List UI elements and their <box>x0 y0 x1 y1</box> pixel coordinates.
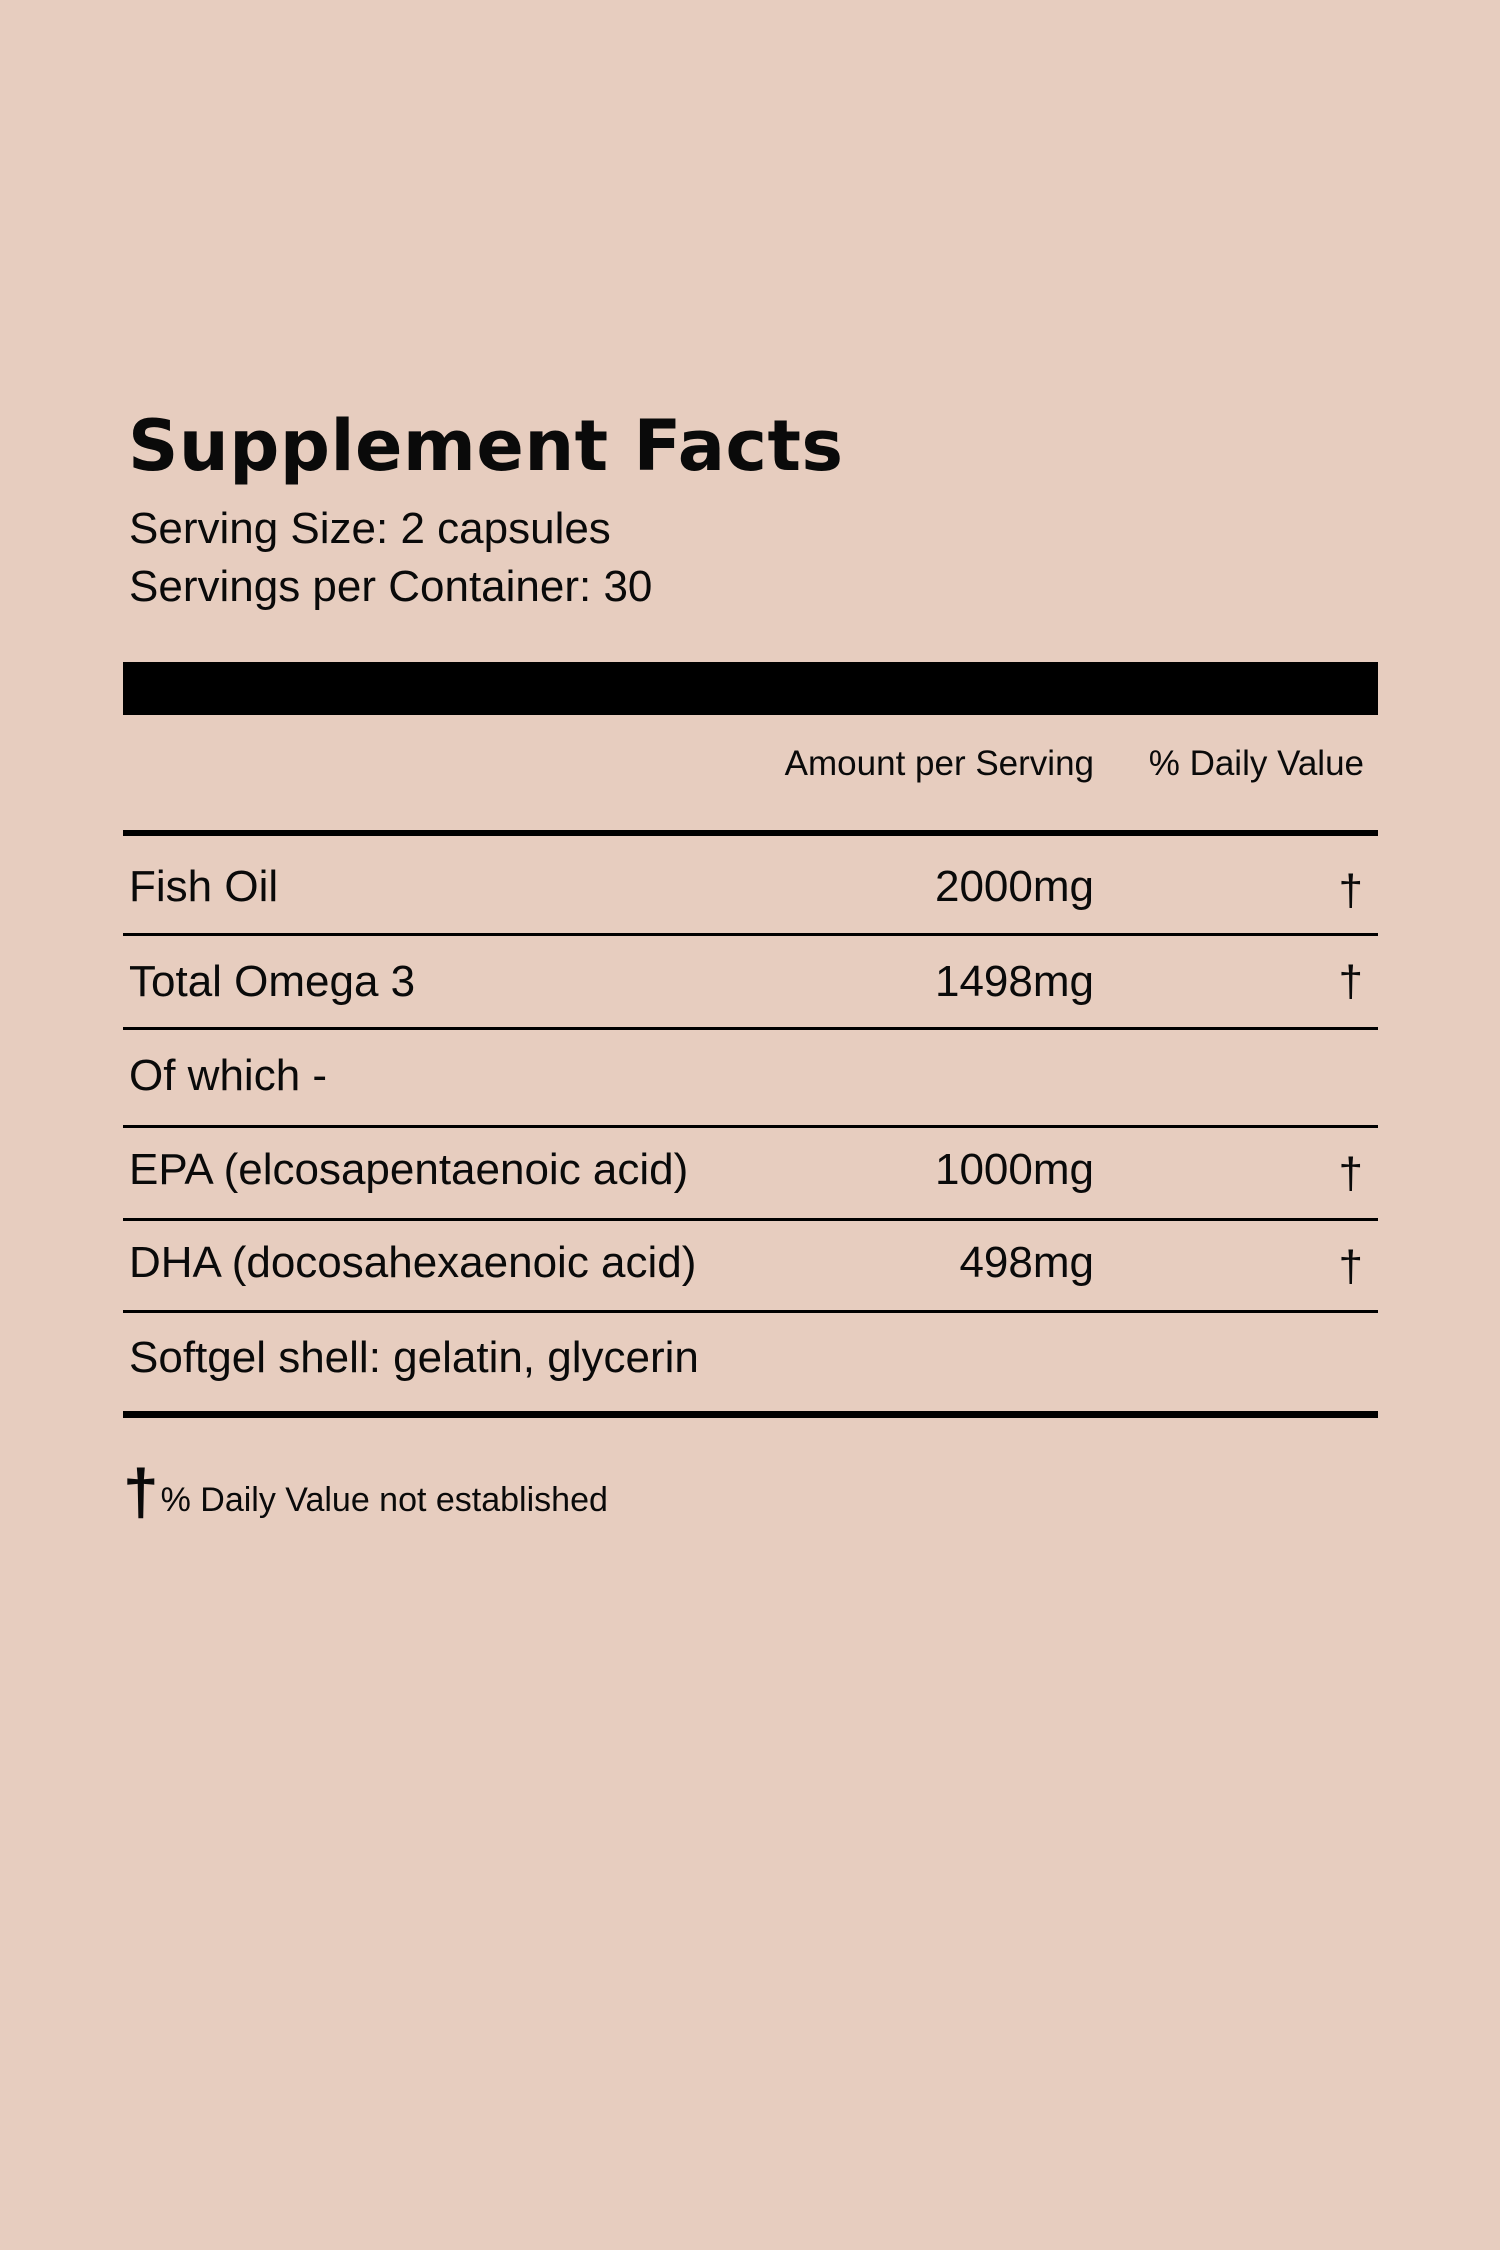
nutrient-name: Total Omega 3 <box>129 957 416 1006</box>
nutrient-name: Of which - <box>129 1051 328 1100</box>
dagger-mark: † <box>1338 1149 1363 1198</box>
nutrient-amount: 2000mg <box>934 862 1094 911</box>
footnote-text: % Daily Value not established <box>160 1481 608 1519</box>
nutrient-amount: 1000mg <box>934 1145 1094 1194</box>
serving-size: Serving Size: 2 capsules <box>129 504 611 553</box>
ingredient-note: Softgel shell: gelatin, glycerin <box>129 1333 699 1382</box>
divider-thick <box>123 830 1378 836</box>
dagger-symbol: † <box>123 1456 159 1528</box>
footnote: † % Daily Value not established <box>123 1456 608 1528</box>
dagger-mark: † <box>1338 957 1363 1006</box>
amount-header: Amount per Serving <box>784 744 1094 783</box>
nutrient-name: Fish Oil <box>129 862 279 911</box>
nutrient-amount: 1498mg <box>934 957 1094 1006</box>
dagger-mark: † <box>1338 1242 1363 1291</box>
servings-per-container: Servings per Container: 30 <box>129 562 653 611</box>
divider <box>123 1027 1378 1030</box>
page-title: Supplement Facts <box>128 405 844 487</box>
header-bar <box>123 662 1378 715</box>
divider <box>123 1125 1378 1128</box>
nutrient-name: DHA (docosahexaenoic acid) <box>129 1238 697 1287</box>
daily-value-header: % Daily Value <box>1148 744 1364 783</box>
divider <box>123 1218 1378 1221</box>
divider <box>123 1310 1378 1313</box>
dagger-mark: † <box>1338 866 1363 915</box>
divider <box>123 933 1378 936</box>
divider-thick <box>123 1411 1378 1418</box>
nutrient-name: EPA (elcosapentaenoic acid) <box>129 1145 689 1194</box>
nutrient-amount: 498mg <box>959 1238 1094 1287</box>
